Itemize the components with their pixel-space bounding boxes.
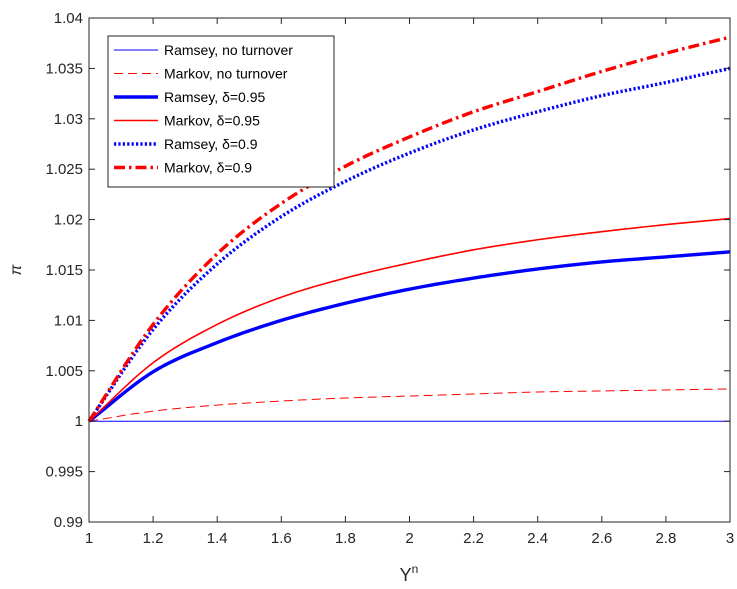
legend-label-3: Ramsey, δ=0.95 <box>164 89 266 105</box>
x-tick-label: 2.6 <box>591 530 612 547</box>
legend-label-2: Markov, no turnover <box>164 66 288 82</box>
x-tick-label: 1.8 <box>335 530 356 547</box>
series-line-6 <box>87 35 731 423</box>
y-axis-ticks: 0.99 0.995 1 1.005 1.01 1.015 1.02 1.025 1.03 1.0… <box>45 10 730 531</box>
y-tick-label: 0.99 <box>54 514 83 531</box>
series-line-4 <box>88 217 731 422</box>
x-axis-label: Yn <box>400 562 419 585</box>
x-tick-label: 2.8 <box>655 530 676 547</box>
y-tick-label: 1.04 <box>54 10 83 27</box>
x-tick-label: 1.2 <box>143 530 164 547</box>
series-layer <box>87 35 731 423</box>
y-tick-label: 1.02 <box>54 212 83 229</box>
y-tick-label: 1 <box>75 413 83 430</box>
x-tick-label: 1.4 <box>207 530 228 547</box>
x-tick-label: 3 <box>726 530 734 547</box>
y-tick-label: 1.01 <box>54 312 83 329</box>
legend: Ramsey, no turnover Markov, no turnover Ra… <box>107 35 335 188</box>
x-tick-label: 2.4 <box>527 530 548 547</box>
y-axis-label: π <box>8 264 25 275</box>
legend-label-4: Markov, δ=0.95 <box>164 113 260 129</box>
series-line-3 <box>87 250 731 423</box>
y-tick-label: 1.015 <box>45 262 83 279</box>
legend-box <box>107 35 335 188</box>
x-tick-label: 1 <box>85 530 93 547</box>
y-tick-label: 1.035 <box>45 60 83 77</box>
y-tick-label: 0.995 <box>45 464 83 481</box>
x-axis-ticks: 1 1.2 1.4 1.6 1.8 2 2.2 2.4 2.6 2.8 3 <box>85 18 734 547</box>
y-tick-label: 1.025 <box>45 161 83 178</box>
legend-label-1: Ramsey, no turnover <box>164 42 293 58</box>
y-tick-label: 1.03 <box>54 111 83 128</box>
legend-label-5: Ramsey, δ=0.9 <box>164 136 258 152</box>
x-tick-label: 2.2 <box>463 530 484 547</box>
legend-label-6: Markov, δ=0.9 <box>164 160 252 176</box>
x-tick-label: 1.6 <box>271 530 292 547</box>
y-tick-label: 1.005 <box>45 363 83 380</box>
x-tick-label: 2 <box>405 530 413 547</box>
series-line-2 <box>88 388 731 422</box>
